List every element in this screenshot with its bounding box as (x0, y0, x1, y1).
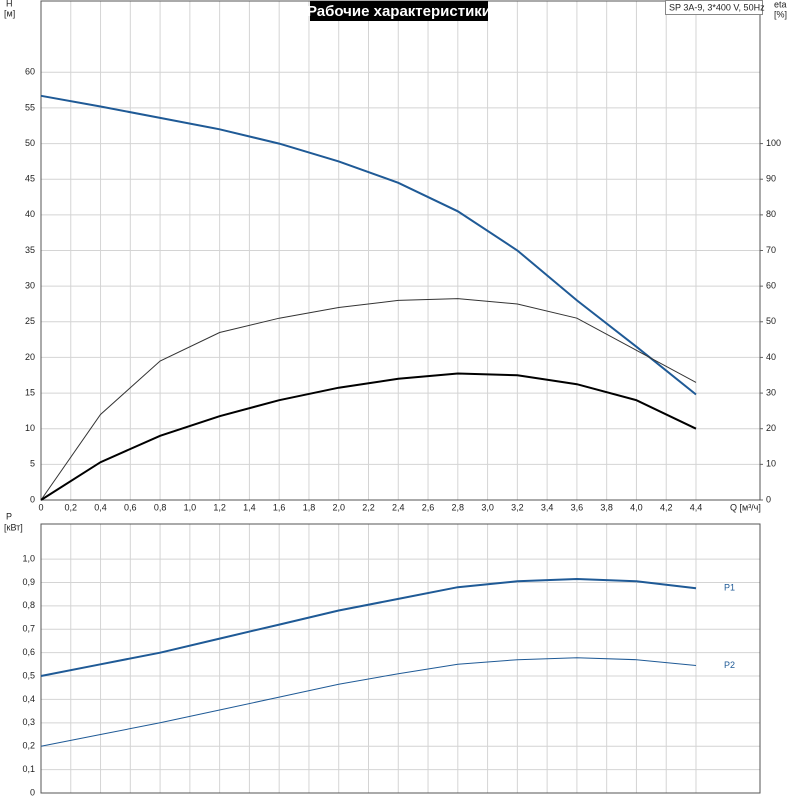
x-tick-label: 4,4 (690, 502, 703, 512)
y2-tick-label: 10 (766, 459, 776, 469)
x-tick-label: 0,6 (124, 502, 137, 512)
x-tick-label: 2,8 (452, 502, 465, 512)
chart-title: Рабочие характеристики (307, 3, 491, 20)
y2-tick-label: 70 (766, 245, 776, 255)
x-tick-label: 1,4 (243, 502, 256, 512)
x-tick-label: 0 (38, 502, 43, 512)
series-line (40, 94, 697, 396)
x-tick-label: 1,8 (303, 502, 316, 512)
x-tick-label: 0,8 (154, 502, 167, 512)
y-tick-label: 0,6 (22, 647, 35, 657)
y-tick-label: 45 (25, 174, 35, 184)
series-line (40, 372, 697, 501)
title-box (310, 1, 488, 21)
y2-tick-label: 100 (766, 138, 781, 148)
y2-axis-unit: [%] (774, 9, 787, 19)
y-tick-label: 35 (25, 245, 35, 255)
model-box (665, 0, 763, 15)
y-tick-label: 1,0 (22, 553, 35, 563)
y-tick-label: 0,5 (22, 670, 35, 680)
plot-area (41, 524, 760, 793)
y2-tick-label: 40 (766, 352, 776, 362)
y2-tick-label: 90 (766, 174, 776, 184)
series-line (40, 298, 697, 501)
x-tick-label: 1,6 (273, 502, 286, 512)
series-label: P2 (724, 660, 735, 670)
x-tick-label: 4,2 (660, 502, 673, 512)
x-tick-label: 2,2 (362, 502, 375, 512)
y-axis-unit: [м] (4, 8, 15, 18)
y2-tick-label: 80 (766, 209, 776, 219)
y-tick-label: 0 (30, 787, 35, 797)
x-tick-label: 4,0 (630, 502, 643, 512)
y2-tick-label: 60 (766, 281, 776, 291)
y2-tick-label: 50 (766, 316, 776, 326)
y-tick-label: 0,8 (22, 600, 35, 610)
y-tick-label: 15 (25, 387, 35, 397)
x-tick-label: 3,6 (571, 502, 584, 512)
y2-tick-label: 20 (766, 423, 776, 433)
y-tick-label: 55 (25, 102, 35, 112)
y-tick-label: 60 (25, 67, 35, 77)
y2-axis-label: eta (774, 0, 787, 9)
x-tick-label: 2,6 (422, 502, 435, 512)
x-axis-label: Q [м³/ч] (730, 502, 761, 512)
y2-tick-label: 30 (766, 387, 776, 397)
y-tick-label: 0,1 (22, 764, 35, 774)
y2-tick-label: 0 (766, 494, 771, 504)
y-axis-label: H (6, 0, 13, 8)
x-tick-label: 3,8 (600, 502, 613, 512)
x-tick-label: 1,0 (184, 502, 197, 512)
model-label: SP 3A-9, 3*400 V, 50Hz (669, 2, 765, 12)
series-label: P1 (724, 583, 735, 593)
y-tick-label: 0,2 (22, 741, 35, 751)
y-tick-label: 5 (30, 459, 35, 469)
y-tick-label: 0,7 (22, 624, 35, 634)
y-tick-label: 30 (25, 281, 35, 291)
x-tick-label: 2,4 (392, 502, 405, 512)
x-tick-label: 3,4 (541, 502, 554, 512)
x-tick-label: 2,0 (332, 502, 345, 512)
series-line (40, 577, 697, 677)
x-tick-label: 3,0 (481, 502, 494, 512)
y-tick-label: 0,4 (22, 694, 35, 704)
x-tick-label: 1,2 (213, 502, 226, 512)
y-tick-label: 10 (25, 423, 35, 433)
x-tick-label: 3,2 (511, 502, 524, 512)
y-tick-label: 0,9 (22, 577, 35, 587)
y-tick-label: 40 (25, 209, 35, 219)
series-line (40, 657, 697, 747)
x-tick-label: 0,2 (65, 502, 78, 512)
plot-frame (40, 523, 761, 794)
x-tick-label: 0,4 (94, 502, 107, 512)
y-tick-label: 50 (25, 138, 35, 148)
y-axis-label: P (6, 511, 12, 521)
y-tick-label: 20 (25, 352, 35, 362)
y-tick-label: 25 (25, 316, 35, 326)
y-tick-label: 0 (30, 494, 35, 504)
y-axis-unit: [кВт] (4, 522, 23, 532)
y-tick-label: 0,3 (22, 717, 35, 727)
